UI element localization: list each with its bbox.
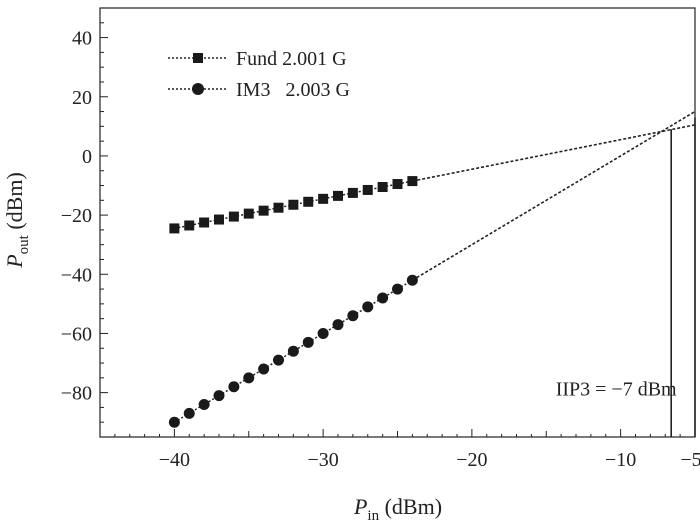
im3-data-point [287, 345, 299, 357]
fund-data-point [333, 190, 343, 201]
fund-data-point [288, 199, 299, 210]
y-tick-label: −60 [61, 323, 92, 345]
y-axis-title: Pout (dBm) [2, 172, 32, 269]
annotation-layer: IIP3 = −7 dBm [556, 117, 696, 437]
im3-data-point [183, 407, 195, 419]
legend-label: Fund 2.001 G [236, 48, 347, 70]
fund-data-point [318, 193, 329, 204]
im3-data-point [406, 274, 418, 286]
iip3-annotation: IIP3 = −7 dBm [556, 379, 677, 401]
y-axis: 40 20 0 −20 −40 −60 −80 [61, 7, 108, 423]
im3-data-point [392, 283, 403, 295]
im3-data-point [213, 390, 225, 402]
series-layer [168, 110, 696, 428]
y-tick-label: 0 [82, 146, 92, 168]
y-tick-label: −40 [61, 264, 92, 286]
legend: Fund 2.001 G IM3 2.003 G [168, 48, 350, 101]
im3-data-point [198, 398, 210, 410]
im3-data-point [228, 381, 240, 393]
im3-data-point [273, 354, 284, 366]
y-tick-label: −20 [61, 205, 92, 227]
extrapolation-line [411, 110, 696, 281]
y-tick-label: 40 [72, 28, 92, 50]
fund-data-point [303, 196, 314, 207]
legend-label: IM3 2.003 G [236, 79, 350, 101]
im3-data-point [377, 292, 389, 304]
fund-data-point [273, 202, 284, 213]
y-tick-label: 20 [72, 87, 92, 109]
x-tick-label: −20 [456, 449, 487, 471]
y-tick-label: −80 [61, 383, 92, 405]
x-tick-label: −40 [159, 449, 190, 471]
fund-data-point [407, 176, 418, 187]
im3-data-point [168, 416, 180, 428]
im3-data-point [302, 336, 314, 348]
x-tick-label: −30 [307, 449, 338, 471]
legend-square-marker [193, 53, 203, 63]
fund-data-point [169, 223, 180, 234]
fund-data-point [243, 208, 254, 219]
im3-data-point [243, 372, 255, 384]
im3-data-point [347, 310, 359, 322]
extrapolation-line [412, 124, 696, 182]
fund-data-point [228, 211, 239, 222]
fund-data-point [377, 181, 388, 192]
x-axis: −40 −30 −20 −10 −5 [99, 429, 700, 471]
im3-data-point [258, 363, 270, 375]
legend-circle-marker [192, 83, 204, 95]
x-tick-label: −5 [680, 449, 700, 471]
im3-data-point [362, 301, 374, 313]
fund-data-point [362, 184, 373, 195]
fund-data-point [258, 205, 269, 216]
x-tick-label: −10 [605, 449, 636, 471]
fund-data-point [214, 214, 224, 225]
fund-data-point [392, 179, 403, 190]
fund-data-point [184, 220, 195, 231]
fund-data-point [347, 187, 358, 198]
fund-data-point [199, 217, 210, 228]
im3-data-point [332, 319, 344, 331]
im3-data-point [317, 327, 329, 339]
x-axis-title: Pin (dBm) [353, 494, 442, 524]
